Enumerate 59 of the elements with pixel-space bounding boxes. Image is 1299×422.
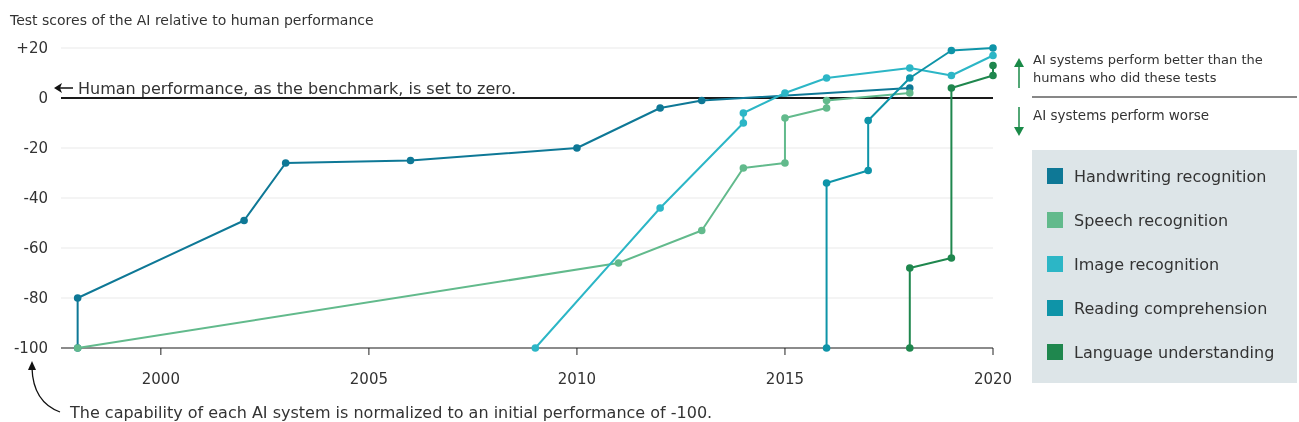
- point: [822, 74, 831, 82]
- y-tick-label: 0: [38, 89, 48, 107]
- ref-line-label: Human performance, as the benchmark, is set to zero.: [78, 79, 517, 98]
- point: [947, 46, 956, 55]
- point: [573, 144, 581, 152]
- legend-label: Image recognition: [1074, 255, 1220, 274]
- point: [822, 179, 831, 187]
- y-tick-label: -80: [23, 289, 48, 307]
- point: [531, 344, 540, 352]
- x-tick-label: 2010: [557, 370, 597, 388]
- point: [989, 44, 997, 52]
- point: [905, 344, 914, 352]
- point: [781, 89, 789, 97]
- point: [406, 156, 415, 165]
- legend-label: Language understanding: [1074, 343, 1275, 362]
- point: [947, 71, 956, 80]
- point: [864, 116, 872, 125]
- text: AI systems perform worse: [1033, 107, 1210, 123]
- point: [822, 104, 831, 112]
- y-tick-label: -20: [23, 139, 48, 157]
- legend-label: Handwriting recognition: [1074, 167, 1267, 186]
- point: [281, 159, 290, 167]
- y-tick-label: +20: [16, 39, 48, 57]
- point: [989, 71, 997, 80]
- point: [73, 294, 82, 302]
- point: [864, 166, 872, 175]
- point: [822, 344, 831, 352]
- x-tick-label: 2020: [973, 370, 1013, 388]
- point: [822, 96, 831, 105]
- point: [781, 114, 789, 122]
- x-tick-label: 2000: [141, 370, 180, 388]
- point: [947, 84, 956, 92]
- point: [697, 226, 706, 235]
- point: [739, 164, 748, 172]
- text: The capability of each AI system is normalized to an initial performance of -100.: [69, 403, 713, 422]
- x-tick-label: 2005: [349, 370, 388, 388]
- y-tick-label: -100: [13, 339, 48, 357]
- point: [989, 51, 997, 60]
- point: [989, 61, 997, 70]
- point: [739, 109, 748, 117]
- point: [947, 254, 956, 262]
- point: [781, 159, 789, 167]
- point: [697, 96, 706, 105]
- point: [656, 204, 664, 212]
- y-tick-label: -60: [23, 239, 48, 257]
- legend-label: Speech recognition: [1074, 211, 1229, 230]
- point: [656, 104, 664, 112]
- legend-label: Reading comprehension: [1074, 299, 1268, 318]
- y-tick-label: -40: [23, 189, 48, 207]
- point: [905, 64, 914, 72]
- point: [905, 74, 914, 82]
- point: [905, 264, 914, 272]
- point: [739, 119, 748, 127]
- point: [905, 89, 914, 97]
- point: [614, 259, 623, 267]
- chart-title: Test scores of the AI relative to human performance: [9, 12, 374, 28]
- point: [240, 216, 248, 225]
- text: AI systems perform better than the humans who did these tests: [1033, 52, 1263, 85]
- x-tick-label: 2015: [765, 370, 805, 388]
